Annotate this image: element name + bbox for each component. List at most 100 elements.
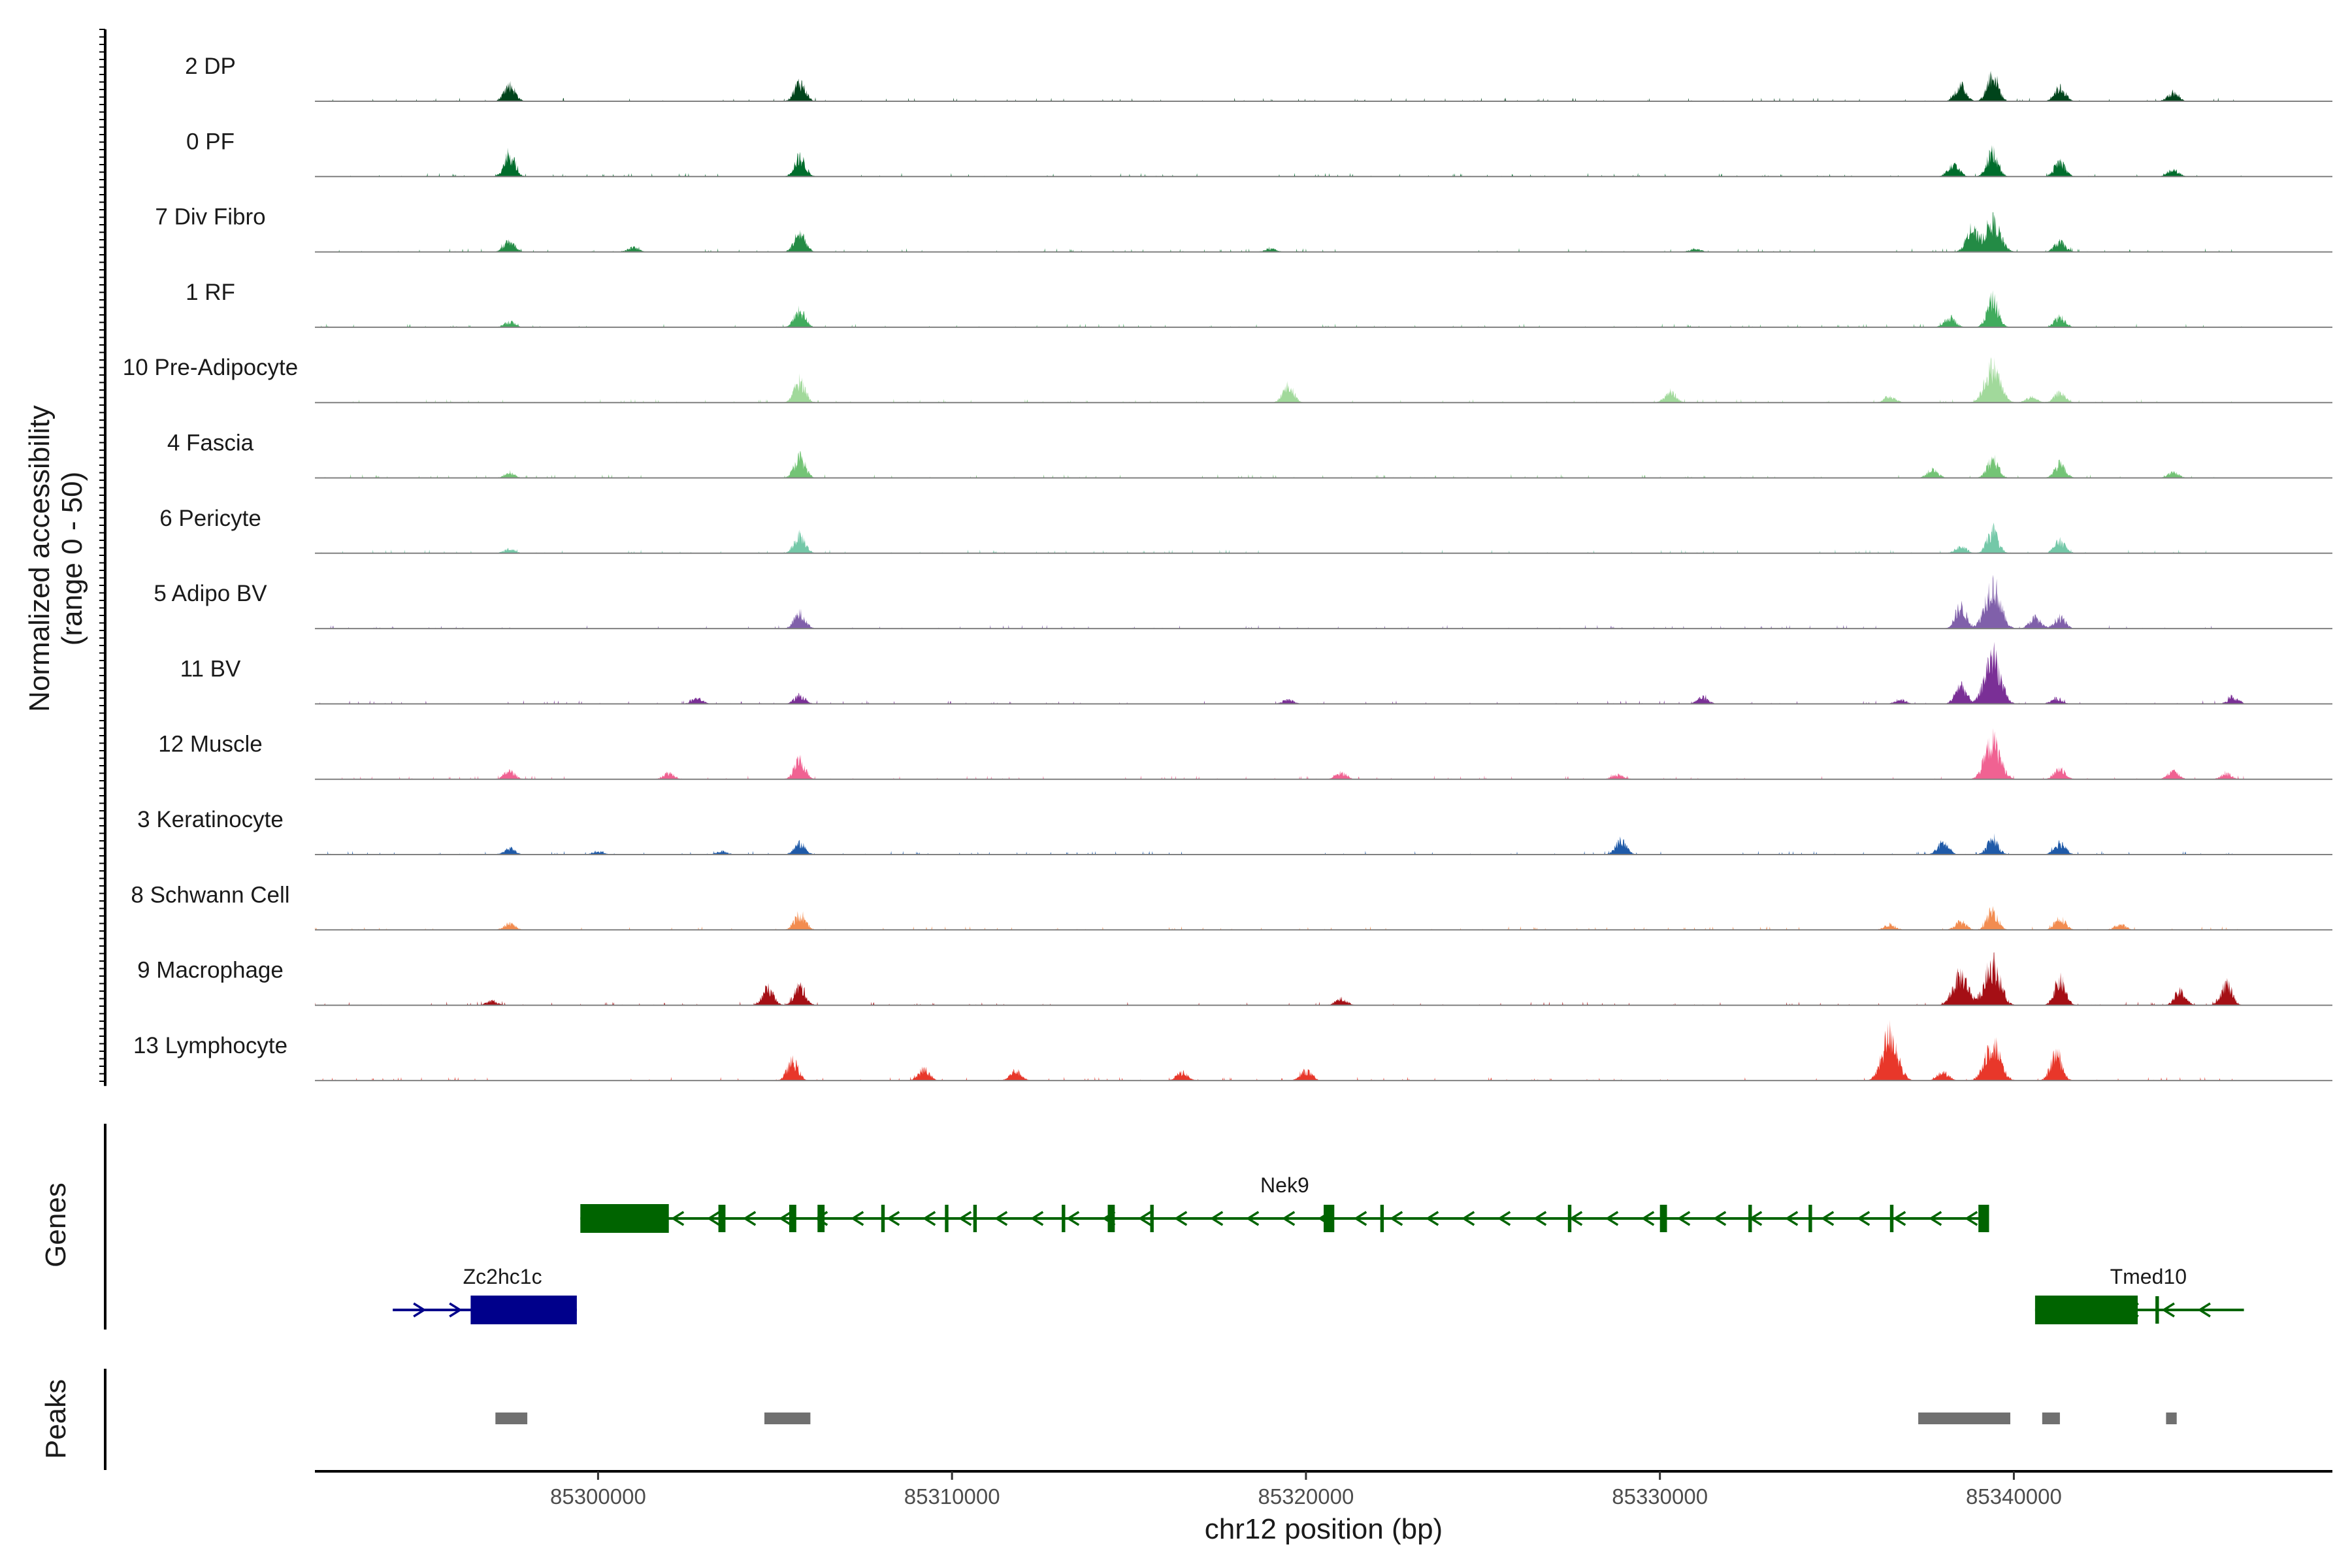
exon — [2034, 1296, 2138, 1324]
x-axis-ticks: 85300000 85310000 85320000 85330000 85340000 — [550, 1471, 2062, 1509]
strand-arrow — [1713, 1211, 1727, 1226]
coverage-area — [315, 906, 2244, 930]
strand-arrow — [1605, 1211, 1619, 1226]
track-label: 5 Adipo BV — [154, 581, 267, 606]
track-11-bv: 11 BV — [180, 642, 2332, 705]
track-label: 2 DP — [185, 54, 236, 79]
track-5-adipo-bv: 5 Adipo BV — [154, 574, 2332, 630]
coverage-area — [315, 574, 2244, 629]
coverage-y-axis — [99, 29, 106, 1086]
track-label: 4 Fascia — [167, 431, 254, 456]
exon — [1659, 1205, 1667, 1232]
exon — [1567, 1205, 1572, 1232]
strand-arrow — [1066, 1211, 1080, 1226]
peak-regions — [495, 1413, 2177, 1424]
strand-arrow — [1965, 1211, 1978, 1226]
exon — [789, 1205, 796, 1232]
strand-arrow — [1785, 1211, 1799, 1226]
exon — [817, 1205, 825, 1232]
x-tick-label: 85330000 — [1612, 1484, 1708, 1509]
exon — [1380, 1205, 1384, 1232]
gene-tmed10: Tmed10 — [2034, 1265, 2244, 1324]
strand-arrow — [1210, 1211, 1224, 1226]
strand-arrow — [1893, 1211, 1906, 1226]
strand-arrow — [1821, 1211, 1835, 1226]
exon — [973, 1205, 977, 1232]
track-3-keratinocyte: 3 Keratinocyte — [137, 807, 2332, 855]
track-label: 0 PF — [186, 129, 235, 154]
strand-arrow — [1138, 1211, 1152, 1226]
peak-region — [764, 1413, 811, 1424]
genes-panel: Genes Nek9 Zc2hc1c Tmed10 — [40, 1124, 2244, 1330]
strand-arrow — [1354, 1211, 1367, 1226]
peak-region — [2042, 1413, 2060, 1424]
y-axis-title: Normalized accessibility (range 0 - 50) — [24, 405, 88, 711]
coverage-area — [315, 728, 2244, 779]
coverage-area — [315, 522, 2244, 553]
strand-arrow — [887, 1211, 900, 1226]
strand-arrow — [707, 1211, 721, 1226]
exon — [1889, 1205, 1894, 1232]
track-8-schwann-cell: 8 Schwann Cell — [131, 882, 2332, 931]
track-label: 3 Keratinocyte — [137, 807, 284, 832]
gene-models: Nek9 Zc2hc1c Tmed10 — [393, 1173, 2244, 1324]
exon — [580, 1204, 669, 1233]
x-tick-label: 85340000 — [1966, 1484, 2062, 1509]
strand-arrow — [2197, 1302, 2211, 1318]
strand-arrow — [1426, 1211, 1439, 1226]
track-label: 7 Div Fibro — [155, 204, 265, 230]
strand-arrow — [1641, 1211, 1655, 1226]
track-10-pre-adipocyte: 10 Pre-Adipocyte — [123, 355, 2332, 404]
exon — [1107, 1205, 1115, 1232]
gene-zc2hc1c: Zc2hc1c — [393, 1265, 577, 1324]
x-axis: 85300000 85310000 85320000 85330000 85340000… — [315, 1470, 2332, 1545]
coverage-area — [315, 145, 2244, 177]
strand-arrow — [1569, 1211, 1583, 1226]
exon — [1150, 1205, 1154, 1232]
strand-arrow — [1282, 1211, 1296, 1226]
peaks-panel: Peaks — [40, 1369, 2177, 1470]
coverage-area — [315, 833, 2244, 855]
strand-arrow — [1857, 1211, 1870, 1226]
track-label: 13 Lymphocyte — [133, 1033, 287, 1058]
exon — [1062, 1205, 1066, 1232]
strand-arrow — [743, 1211, 757, 1226]
strand-arrow — [923, 1211, 936, 1226]
coverage-area — [315, 357, 2244, 403]
exon — [945, 1205, 949, 1232]
coverage-tracks: 2 DP 0 PF 7 Div Fibro 1 RF 10 Pre-Adipocyte 4… — [123, 54, 2332, 1081]
track-label: 6 Pericyte — [159, 506, 261, 531]
gene-name: Tmed10 — [2110, 1265, 2187, 1288]
x-tick-label: 85310000 — [904, 1484, 1000, 1509]
exon — [1748, 1205, 1752, 1232]
track-label: 11 BV — [180, 656, 241, 681]
track-7-div-fibro: 7 Div Fibro — [155, 204, 2332, 253]
exon — [718, 1205, 726, 1232]
coverage-area — [315, 451, 2244, 478]
track-1-rf: 1 RF — [186, 280, 2332, 328]
peak-region — [495, 1413, 528, 1424]
strand-arrow — [1677, 1211, 1691, 1226]
track-label: 12 Muscle — [158, 732, 263, 757]
strand-arrow — [2161, 1302, 2175, 1318]
strand-arrow — [1174, 1211, 1188, 1226]
strand-arrow — [851, 1211, 864, 1226]
coverage-area — [315, 71, 2244, 101]
exon — [1978, 1205, 1989, 1232]
strand-arrow — [1462, 1211, 1475, 1226]
x-tick-label: 85320000 — [1258, 1484, 1354, 1509]
genes-panel-title: Genes — [40, 1183, 72, 1267]
x-tick-label: 85300000 — [550, 1484, 646, 1509]
y-axis-range-label: (range 0 - 50) — [56, 472, 88, 646]
gene-nek9: Nek9 — [580, 1173, 1989, 1233]
track-6-pericyte: 6 Pericyte — [159, 506, 2332, 554]
track-label: 9 Macrophage — [137, 958, 284, 983]
track-12-muscle: 12 Muscle — [158, 728, 2332, 780]
strand-arrow — [958, 1211, 972, 1226]
exon — [1808, 1205, 1812, 1232]
strand-arrow — [1497, 1211, 1511, 1226]
exon — [1324, 1205, 1335, 1232]
peaks-panel-title: Peaks — [40, 1379, 72, 1459]
strand-arrow — [1246, 1211, 1260, 1226]
